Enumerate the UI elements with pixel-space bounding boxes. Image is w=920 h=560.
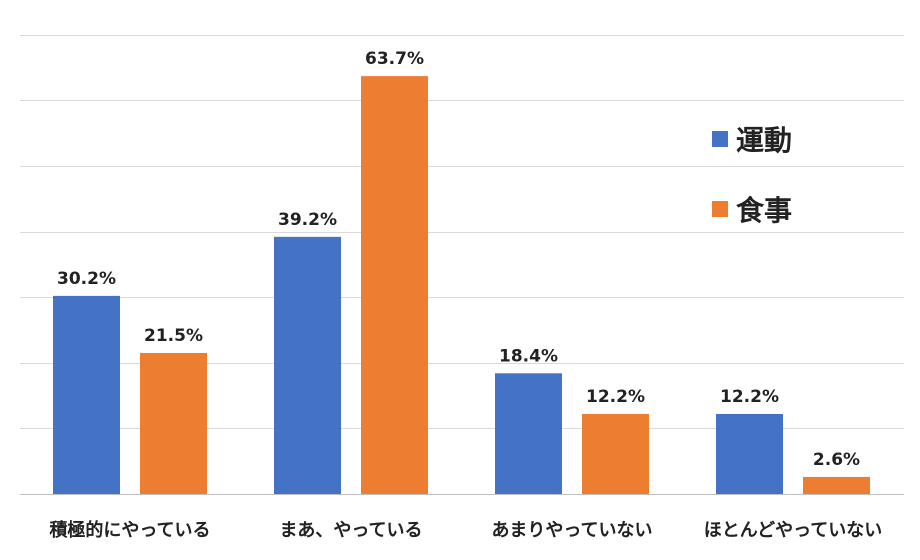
category-label-1: まあ、やっている (279, 520, 422, 541)
data-label-exercise-2: 18.4% (499, 346, 558, 366)
legend-swatch-0 (712, 131, 728, 147)
data-label-exercise-3: 12.2% (720, 387, 779, 407)
category-label-0: 積極的にやっている (48, 519, 210, 541)
bar-exercise-2 (495, 373, 562, 494)
data-label-diet-0: 21.5% (144, 326, 203, 346)
data-labels: 30.2% 39.2% 18.4% 12.2% 21.5% 63.7% 12.2% 2.6% (57, 49, 860, 470)
legend-label-1: 食事 (736, 194, 792, 227)
legend-swatch-1 (712, 201, 728, 217)
data-label-diet-3: 2.6% (813, 450, 860, 470)
category-label-3: ほとんどやっていない (704, 520, 883, 541)
data-label-diet-1: 63.7% (365, 49, 424, 69)
bar-exercise-1 (274, 236, 341, 494)
bar-exercise-0 (53, 295, 120, 494)
legend-label-0: 運動 (736, 124, 792, 157)
bars (53, 76, 870, 495)
category-labels: 積極的にやっている まあ、やっている あまりやっていない ほとんどやっていない (48, 519, 882, 541)
bar-diet-1 (361, 76, 428, 495)
data-label-diet-2: 12.2% (586, 387, 645, 407)
bar-diet-2 (582, 413, 649, 494)
bar-exercise-3 (716, 413, 783, 494)
data-label-exercise-1: 39.2% (278, 210, 337, 230)
bar-diet-3 (803, 476, 870, 494)
data-label-exercise-0: 30.2% (57, 269, 116, 289)
category-label-2: あまりやっていない (491, 520, 652, 541)
bar-diet-0 (140, 352, 207, 494)
